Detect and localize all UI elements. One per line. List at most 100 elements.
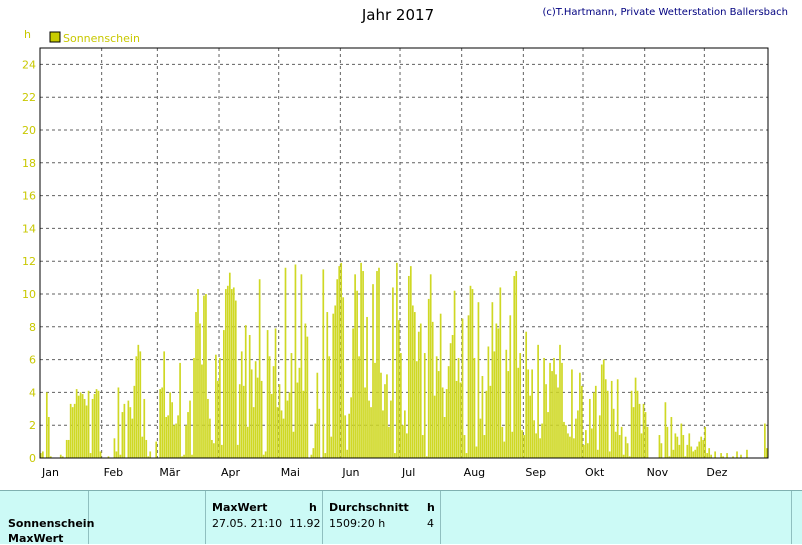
sunshine-bar (340, 262, 343, 458)
sunshine-bar (644, 412, 647, 458)
sunshine-bar (616, 379, 619, 458)
sunshine-bar (598, 415, 601, 458)
sunshine-bar (630, 390, 633, 458)
sunshine-bar (523, 435, 526, 458)
sunshine-bar (573, 438, 575, 458)
sunshine-bar (402, 425, 404, 458)
sunshine-bar (549, 362, 551, 458)
sunshine-bar (559, 344, 561, 458)
sunshine-bar (75, 389, 78, 458)
sunshine-bar (704, 426, 707, 458)
sunshine-bar (583, 444, 585, 458)
empty-column (89, 491, 206, 544)
x-tick-label: Sep (525, 466, 546, 479)
sunshine-bar (143, 398, 146, 458)
sunshine-bar (714, 451, 716, 458)
sunshine-bar (165, 417, 168, 458)
sunshine-bar (425, 456, 428, 458)
sunshine-bar (513, 275, 516, 458)
sunshine-bar (489, 385, 492, 458)
sunshine-bar (740, 454, 742, 458)
sunshine-bar (338, 266, 341, 458)
sunshine-bar (97, 390, 100, 458)
sunshine-bar (443, 417, 446, 458)
sunshine-bar (608, 451, 611, 458)
sunshine-bar (400, 353, 402, 458)
max-value: 11.92 (289, 517, 321, 530)
sunshine-bar (670, 417, 673, 458)
avg-number: 4 (427, 517, 434, 530)
sunshine-bar (240, 351, 243, 458)
sunshine-bar (429, 274, 432, 458)
sunshine-bar (348, 413, 350, 458)
sunshine-bar (431, 321, 434, 458)
sunshine-bar (435, 356, 438, 458)
sunshine-bar (618, 435, 621, 458)
sunshine-bar (219, 357, 221, 458)
sunshine-bar (710, 454, 713, 458)
sunshine-bar (700, 436, 703, 458)
sunshine-bar (392, 287, 394, 458)
sunshine-bar (378, 267, 380, 458)
sunshine-bar (646, 426, 649, 458)
sunshine-bar (569, 436, 571, 458)
sunshine-bar (107, 456, 110, 458)
sunshine-bar (352, 328, 354, 458)
sunshine-bar (477, 302, 480, 458)
sunshine-bar (298, 367, 301, 458)
sunshine-bar (517, 367, 520, 458)
sunshine-bar (360, 262, 362, 458)
sunshine-bar (632, 407, 635, 458)
sunshine-bar (437, 371, 440, 458)
sunshine-bar (495, 323, 498, 458)
sunshine-bar (471, 289, 474, 458)
sunshine-bar (282, 418, 285, 458)
sunshine-bar (199, 323, 201, 458)
max-unit: h (309, 501, 317, 514)
sunshine-bar (131, 418, 134, 458)
sunshine-bar (594, 385, 597, 458)
sunshine-bar (539, 438, 541, 458)
sunshine-bar (266, 330, 269, 458)
x-tick-label: Mär (159, 466, 180, 479)
sunshine-bar (493, 351, 496, 458)
sunshine-bar (129, 407, 132, 458)
sunshine-bar (89, 453, 92, 458)
sunshine-bar (642, 403, 645, 458)
sunshine-bar (604, 379, 607, 458)
sunshine-bar (81, 394, 84, 458)
sunshine-bar (294, 264, 297, 458)
sunshine-bar (505, 349, 508, 458)
sunshine-bar (405, 433, 408, 458)
sunshine-bar (300, 274, 303, 458)
sunshine-bar (479, 418, 482, 458)
sunshine-bar (588, 398, 591, 458)
sunshine-bar (358, 356, 360, 458)
sunshine-bar (250, 369, 253, 458)
row-label-maxwert: MaxWert (8, 532, 64, 545)
sunshine-bar (350, 397, 352, 458)
sunshine-bar (368, 400, 370, 458)
y-tick-label: 22 (22, 91, 36, 104)
sunshine-bar (248, 335, 251, 458)
sunshine-bar (215, 354, 217, 458)
sunshine-bar (205, 294, 207, 458)
sunshine-bar (567, 433, 569, 458)
sunshine-bar (475, 446, 478, 458)
sunshine-bar (447, 366, 450, 458)
sunshine-bar (185, 425, 187, 458)
sunshine-bar (423, 353, 426, 458)
sunshine-bar (726, 453, 728, 458)
sunshine-bar (606, 390, 609, 458)
sunshine-bar (529, 395, 532, 458)
sunshine-bar (201, 364, 203, 458)
sunshine-bar (113, 438, 116, 458)
sunshine-bar (137, 344, 140, 458)
sunshine-bar (292, 431, 295, 458)
sunshine-bar (115, 451, 118, 458)
x-tick-label: Jun (341, 466, 359, 479)
sunshine-bar (421, 435, 424, 458)
sunshine-bar (344, 415, 347, 458)
sunshine-bar (722, 456, 724, 458)
sunshine-bar (264, 451, 267, 458)
